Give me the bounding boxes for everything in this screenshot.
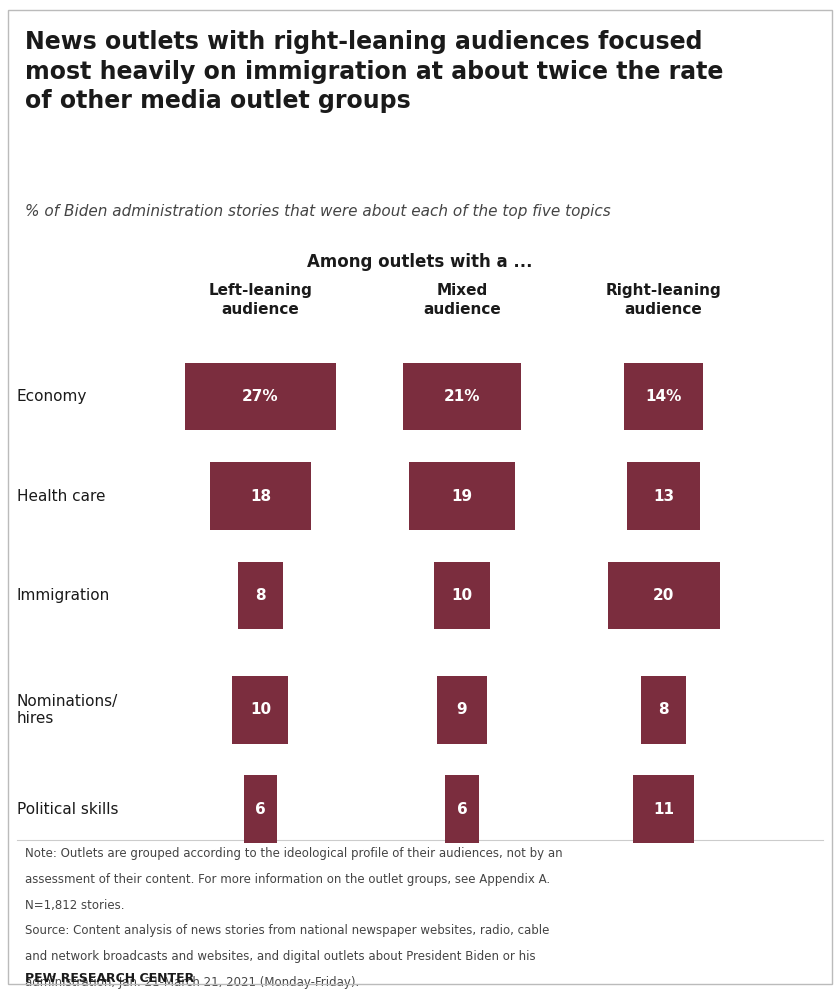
Text: 18: 18 [249,488,271,504]
Text: % of Biden administration stories that were about each of the top five topics: % of Biden administration stories that w… [25,204,611,219]
Text: 20: 20 [653,587,675,603]
FancyBboxPatch shape [185,363,336,430]
Text: 19: 19 [451,488,473,504]
FancyBboxPatch shape [607,562,720,629]
FancyBboxPatch shape [437,676,487,744]
Text: Health care: Health care [17,488,105,504]
Text: 6: 6 [457,801,467,817]
Text: 13: 13 [653,488,675,504]
Text: assessment of their content. For more information on the outlet groups, see Appe: assessment of their content. For more in… [25,873,550,886]
Text: N=1,812 stories.: N=1,812 stories. [25,899,124,911]
Text: and network broadcasts and websites, and digital outlets about President Biden o: and network broadcasts and websites, and… [25,950,536,963]
Text: Immigration: Immigration [17,587,110,603]
FancyBboxPatch shape [641,676,686,744]
Text: Among outlets with a ...: Among outlets with a ... [307,253,533,271]
FancyBboxPatch shape [210,462,311,530]
FancyBboxPatch shape [233,676,288,744]
Text: 9: 9 [457,702,467,718]
Text: Mixed
audience: Mixed audience [423,283,501,317]
Text: 10: 10 [249,702,271,718]
FancyBboxPatch shape [434,562,490,629]
Text: 14%: 14% [645,389,682,405]
FancyBboxPatch shape [409,462,515,530]
Text: 10: 10 [451,587,473,603]
Text: PEW RESEARCH CENTER: PEW RESEARCH CENTER [25,972,194,985]
Text: Right-leaning
audience: Right-leaning audience [606,283,722,317]
Text: Left-leaning
audience: Left-leaning audience [208,283,312,317]
Text: Source: Content analysis of news stories from national newspaper websites, radio: Source: Content analysis of news stories… [25,924,549,937]
FancyBboxPatch shape [244,775,277,843]
FancyBboxPatch shape [445,775,479,843]
Text: News outlets with right-leaning audiences focused
most heavily on immigration at: News outlets with right-leaning audience… [25,30,723,113]
Text: administration, Jan. 21-March 21, 2021 (Monday-Friday).: administration, Jan. 21-March 21, 2021 (… [25,976,360,989]
Text: 11: 11 [654,801,675,817]
FancyBboxPatch shape [633,775,695,843]
Text: Nominations/
hires: Nominations/ hires [17,694,118,726]
FancyBboxPatch shape [627,462,700,530]
FancyBboxPatch shape [238,562,283,629]
FancyBboxPatch shape [403,363,521,430]
Text: 8: 8 [659,702,669,718]
Text: 6: 6 [255,801,265,817]
Text: 8: 8 [255,587,265,603]
FancyBboxPatch shape [624,363,703,430]
Text: 21%: 21% [444,389,480,405]
Text: 27%: 27% [242,389,279,405]
Text: Note: Outlets are grouped according to the ideological profile of their audience: Note: Outlets are grouped according to t… [25,847,563,860]
Text: Economy: Economy [17,389,87,405]
Text: Political skills: Political skills [17,801,118,817]
